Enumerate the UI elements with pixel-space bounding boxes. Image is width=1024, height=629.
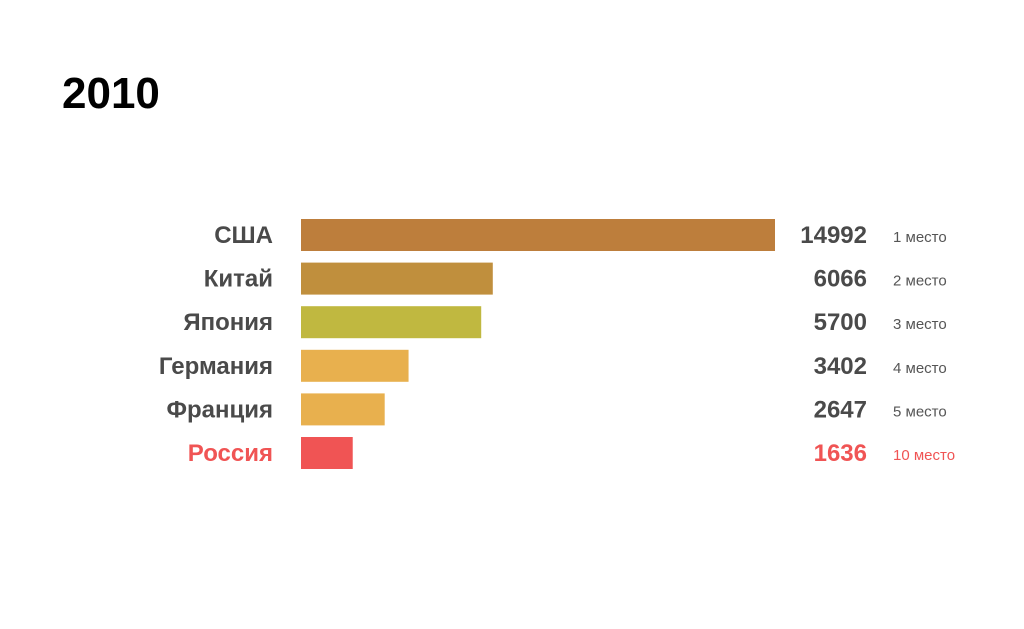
rank-label: 4 место — [893, 360, 947, 377]
value-label: 14992 — [800, 222, 867, 249]
category-label: США — [214, 222, 273, 249]
bar — [301, 306, 482, 339]
bar — [301, 219, 775, 251]
value-label: 1636 — [814, 440, 867, 467]
rank-label: 2 место — [893, 273, 947, 290]
category-label: Япония — [183, 309, 273, 336]
chart-title: 2010 — [62, 69, 160, 118]
bar — [301, 393, 385, 426]
rank-label: 10 место — [893, 447, 955, 464]
value-label: 2647 — [814, 396, 867, 423]
bar — [301, 262, 493, 295]
bar — [301, 437, 353, 469]
value-label: 3402 — [814, 353, 867, 380]
category-label: Китай — [204, 266, 273, 293]
rank-label: 1 место — [893, 229, 947, 246]
rank-label: 3 место — [893, 316, 947, 333]
category-label: Россия — [188, 440, 273, 467]
rank-label: 5 место — [893, 403, 947, 420]
category-label: Франция — [167, 396, 274, 423]
value-label: 6066 — [814, 266, 867, 293]
value-label: 5700 — [814, 309, 867, 336]
bar — [301, 349, 409, 382]
category-label: Германия — [159, 353, 273, 380]
